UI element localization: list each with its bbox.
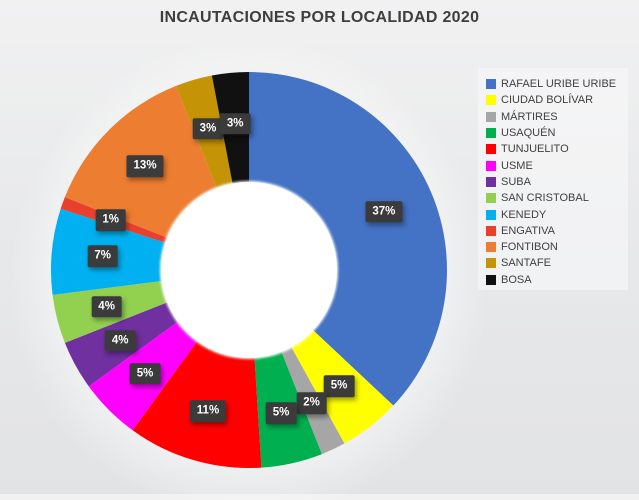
legend-item-usaquen: USAQUÉN — [486, 125, 616, 141]
legend-item-suba: SUBA — [486, 174, 616, 190]
slice-label-usme: 5% — [129, 363, 161, 385]
legend-item-engativa: ENGATIVA — [486, 223, 616, 239]
slice-label-san-cristobal: 4% — [91, 295, 122, 318]
legend-label: RAFAEL URIBE URIBE — [501, 78, 617, 91]
legend-panel — [478, 68, 628, 290]
legend-swatch-suba — [486, 176, 496, 187]
legend-label: USAQUÉN — [501, 127, 556, 140]
slice-label-ciudad-bolivar: 5% — [323, 375, 355, 397]
legend-item-santafe: SANTAFE — [486, 255, 616, 271]
legend-swatch-san-cristobal — [486, 193, 496, 204]
legend-item-kenedy: KENEDY — [486, 206, 616, 222]
legend-swatch-engativa — [486, 225, 496, 236]
slice-label-suba: 4% — [104, 330, 136, 352]
legend-swatch-fontibon — [486, 242, 496, 253]
slice-label-fontibon: 13% — [126, 155, 164, 177]
pie-slice-rafael-uribe-uribe — [249, 72, 448, 406]
legend-swatch-rafael-uribe-uribe — [486, 79, 496, 90]
legend-label: SANTAFE — [501, 257, 551, 270]
legend-item-usme: USME — [486, 157, 616, 173]
legend-label: TUNJUELITO — [501, 143, 569, 156]
legend-item-rafael-uribe-uribe: RAFAEL URIBE URIBE — [486, 76, 616, 92]
legend-item-fontibon: FONTIBON — [486, 239, 616, 255]
legend-label: SAN CRISTOBAL — [501, 192, 589, 205]
legend-item-ciudad-bolivar: CIUDAD BOLÍVAR — [486, 92, 616, 108]
slice-label-bosa: 3% — [219, 112, 251, 135]
legend-item-bosa: BOSA — [486, 272, 616, 288]
legend-item-martires: MÁRTIRES — [486, 109, 616, 125]
legend-swatch-usaquen — [486, 128, 496, 139]
legend-swatch-martires — [486, 111, 496, 122]
legend-item-tunjuelito: TUNJUELITO — [486, 141, 616, 157]
slice-label-kenedy: 7% — [87, 245, 118, 267]
slice-label-usaquen: 5% — [265, 402, 297, 425]
legend-swatch-santafe — [486, 258, 496, 269]
donut-hole — [160, 181, 338, 359]
legend-label: USME — [501, 159, 533, 172]
legend-swatch-usme — [486, 160, 496, 171]
legend-swatch-bosa — [486, 274, 496, 285]
slice-label-martires: 2% — [296, 392, 327, 414]
legend-label: BOSA — [501, 273, 532, 286]
legend-label: KENEDY — [501, 208, 547, 221]
slice-label-rafael-uribe-uribe: 37% — [365, 200, 403, 223]
legend-label: SUBA — [501, 175, 531, 188]
legend-label: CIUDAD BOLÍVAR — [501, 94, 594, 107]
slice-label-engativa: 1% — [95, 209, 126, 231]
chart-title: INCAUTACIONES POR LOCALIDAD 2020 — [159, 9, 480, 26]
legend-swatch-ciudad-bolivar — [486, 95, 496, 106]
legend-label: FONTIBON — [501, 241, 558, 254]
chart-legend: RAFAEL URIBE URIBE CIUDAD BOLÍVAR MÁRTIRES… — [486, 76, 616, 288]
slice-label-tunjuelito: 11% — [189, 400, 227, 422]
legend-item-san-cristobal: SAN CRISTOBAL — [486, 190, 616, 206]
legend-label: ENGATIVA — [501, 224, 555, 237]
legend-label: MÁRTIRES — [501, 110, 558, 123]
legend-swatch-tunjuelito — [486, 144, 496, 155]
legend-swatch-kenedy — [486, 209, 496, 220]
slice-label-santafe: 3% — [192, 118, 224, 140]
